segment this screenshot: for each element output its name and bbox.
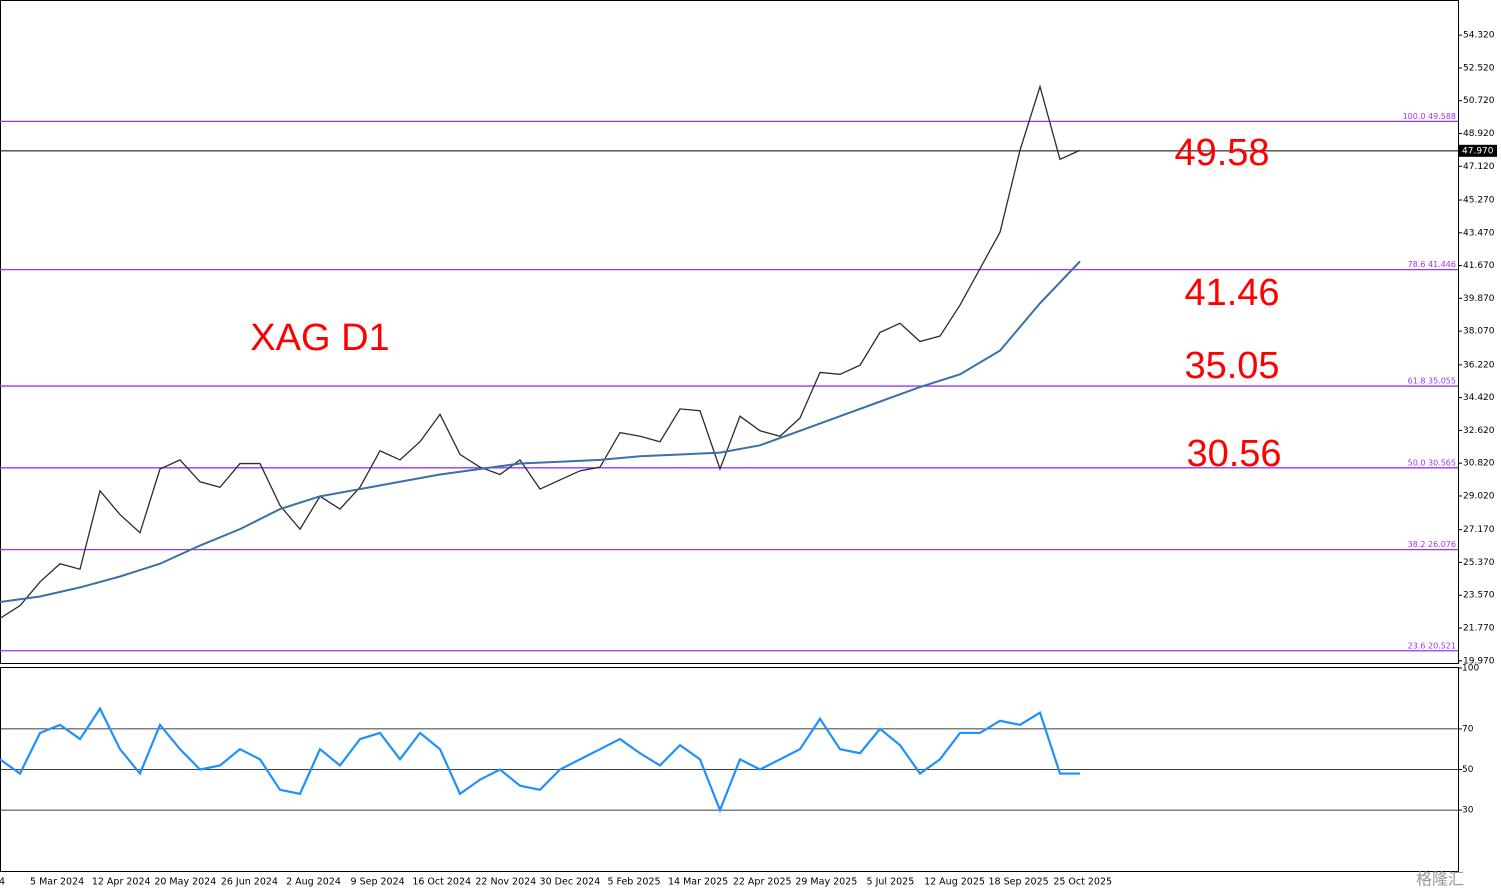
y-tick-label: 54.320 — [1463, 31, 1495, 41]
y-tick-label: 47.120 — [1463, 162, 1495, 172]
level-annotation: 41.46 — [1184, 272, 1279, 314]
fib-label: 23.6 20.521 — [1408, 641, 1456, 650]
x-tick-label: 2024 — [0, 877, 5, 888]
x-tick-label: 20 May 2024 — [154, 877, 216, 888]
x-tick-label: 29 May 2025 — [795, 877, 857, 888]
x-tick-label: 22 Nov 2024 — [475, 877, 536, 888]
x-tick-label: 25 Oct 2025 — [1053, 877, 1112, 888]
x-tick-label: 12 Aug 2025 — [924, 877, 985, 888]
y-tick-label: 45.270 — [1463, 195, 1495, 205]
fib-label: 38.2 26.076 — [1408, 540, 1456, 549]
y-tick-label: 52.520 — [1463, 63, 1495, 73]
x-tick-label: 18 Sep 2025 — [988, 877, 1048, 888]
y-tick-label: 29.020 — [1463, 491, 1495, 501]
x-tick-label: 30 Dec 2024 — [540, 877, 601, 888]
level-annotation: 30.56 — [1186, 433, 1281, 475]
x-tick-label: 16 Oct 2024 — [412, 877, 471, 888]
chart-title: XAG D1 — [250, 317, 389, 359]
y-tick-label: 23.570 — [1463, 591, 1495, 601]
price-frame — [0, 0, 1459, 664]
y-tick-label: 50 — [1462, 765, 1474, 775]
y-tick-label: 36.220 — [1463, 360, 1495, 370]
y-tick-label: 43.470 — [1463, 228, 1495, 238]
fib-label: 50.0 30.565 — [1408, 458, 1456, 467]
x-tick-label: 22 Apr 2025 — [733, 877, 792, 888]
y-tick-label: 48.920 — [1463, 129, 1495, 139]
fib-label: 78.6 41.446 — [1408, 260, 1456, 269]
y-tick-label: 32.620 — [1463, 426, 1495, 436]
current-price-box — [1459, 144, 1497, 157]
price-line — [0, 84, 1081, 619]
x-tick-label: 5 Jul 2025 — [867, 877, 915, 888]
x-tick-label: 2 Aug 2024 — [286, 877, 341, 888]
y-tick-label: 70 — [1462, 724, 1474, 734]
y-tick-label: 30 — [1462, 806, 1474, 816]
price-line — [0, 260, 1081, 603]
y-tick-label: 30.820 — [1463, 459, 1495, 469]
fib-label: 61.8 35.055 — [1408, 377, 1456, 386]
x-tick-label: 9 Sep 2024 — [351, 877, 405, 888]
y-tick-label: 27.170 — [1463, 525, 1495, 535]
x-tick-label: 5 Mar 2024 — [30, 877, 84, 888]
watermark: 格隆汇 — [1416, 870, 1464, 889]
x-tick-label: 5 Feb 2025 — [607, 877, 660, 888]
y-tick-label: 100 — [1462, 664, 1479, 674]
x-tick-label: 26 Jun 2024 — [221, 877, 278, 888]
y-tick-label: 50.720 — [1463, 96, 1495, 106]
rsi-line — [0, 706, 1080, 814]
y-tick-label: 41.670 — [1463, 261, 1495, 271]
x-tick-label: 12 Apr 2024 — [92, 877, 151, 888]
y-tick-label: 25.370 — [1463, 558, 1495, 568]
x-tick-label: 14 Mar 2025 — [668, 877, 728, 888]
fib-label: 100.0 49.588 — [1403, 112, 1456, 121]
y-tick-label: 19.970 — [1463, 656, 1495, 666]
level-annotation: 35.05 — [1184, 345, 1279, 387]
y-tick-label: 34.420 — [1463, 393, 1495, 403]
current-price-label: 47.970 — [1462, 146, 1494, 156]
y-tick-label: 39.870 — [1463, 294, 1495, 304]
y-tick-label: 38.070 — [1463, 327, 1495, 337]
level-annotation: 49.58 — [1174, 132, 1269, 174]
y-tick-label: 21.770 — [1463, 624, 1495, 634]
